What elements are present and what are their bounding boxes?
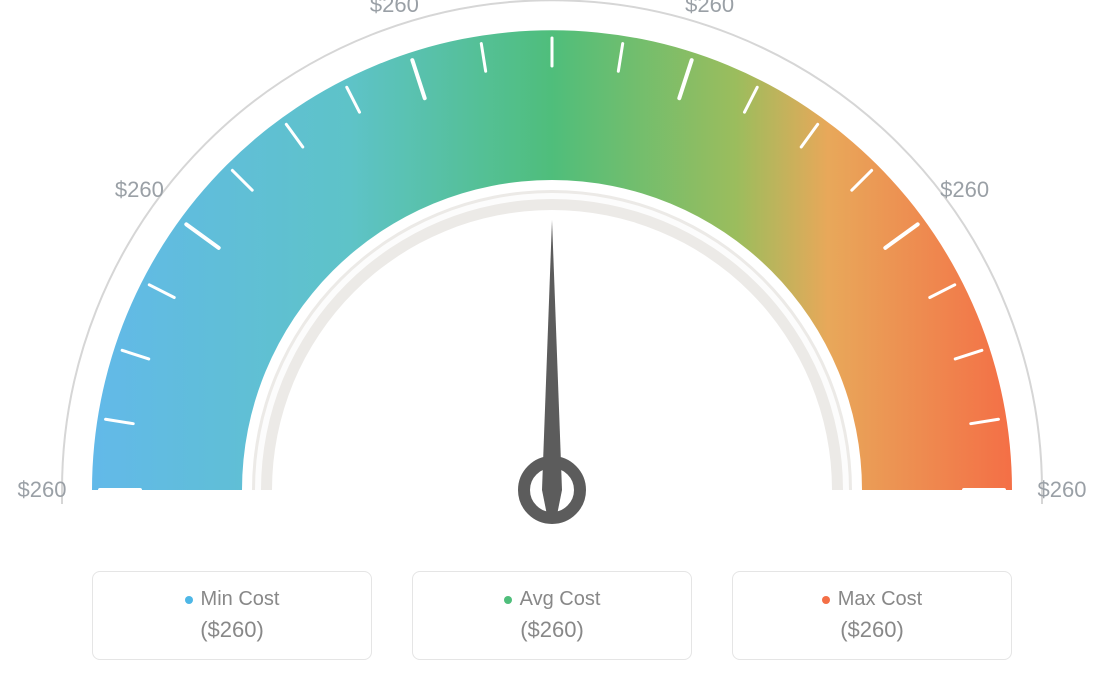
legend-value-avg: ($260) — [520, 617, 584, 643]
gauge-tick-label: $260 — [1038, 477, 1087, 503]
gauge-tick-label: $260 — [18, 477, 67, 503]
legend-card-max: Max Cost ($260) — [732, 571, 1012, 660]
legend-label-min: Min Cost — [201, 588, 280, 611]
gauge-tick-label: $260 — [370, 0, 419, 18]
legend-area: Min Cost ($260) Avg Cost ($260) Max Cost… — [0, 571, 1104, 660]
gauge-tick-label: $260 — [115, 177, 164, 203]
legend-dot-avg — [504, 596, 512, 604]
gauge-tick-label: $260 — [940, 177, 989, 203]
gauge-chart-container: $260 $260 $260 $260 $260 $260 Min Cost ($260)… — [0, 0, 1104, 690]
legend-top-max: Max Cost — [822, 588, 922, 611]
gauge-area: $260 $260 $260 $260 $260 $260 — [0, 0, 1104, 560]
gauge-svg — [0, 0, 1104, 560]
legend-value-min: ($260) — [200, 617, 264, 643]
gauge-tick-label: $260 — [685, 0, 734, 18]
legend-card-avg: Avg Cost ($260) — [412, 571, 692, 660]
legend-label-max: Max Cost — [838, 588, 922, 611]
legend-top-avg: Avg Cost — [504, 588, 601, 611]
legend-value-max: ($260) — [840, 617, 904, 643]
legend-card-min: Min Cost ($260) — [92, 571, 372, 660]
legend-label-avg: Avg Cost — [520, 588, 601, 611]
legend-dot-max — [822, 596, 830, 604]
legend-dot-min — [185, 596, 193, 604]
legend-top-min: Min Cost — [185, 588, 280, 611]
